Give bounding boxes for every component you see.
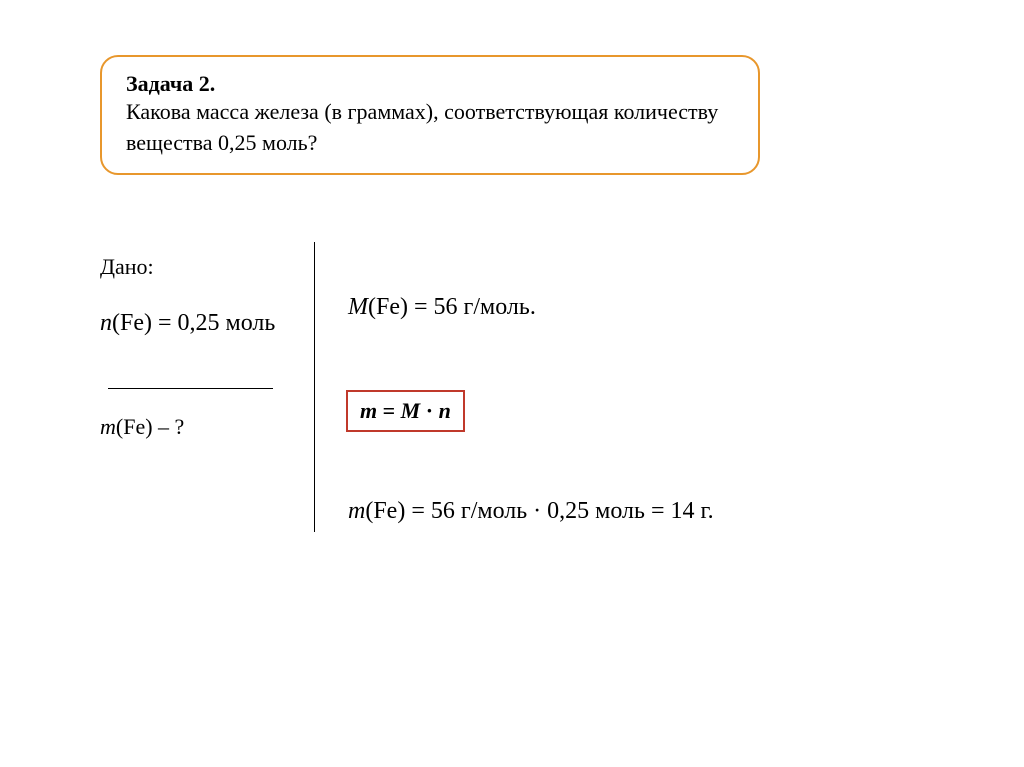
formula-dot: · [420,398,438,423]
molar-element: (Fe) [368,294,408,320]
problem-title: Задача 2. [126,71,215,96]
vertical-divider [314,242,315,532]
formula-lhs: m [360,398,377,423]
formula-box-content: m = M · n [360,398,451,423]
find-tail: – ? [153,414,185,439]
calc-element: (Fe) [365,498,405,524]
given-value: = 0,25 моль [152,310,275,336]
problem-text: Какова масса железа (в граммах), соответ… [126,97,734,159]
molar-value: = 56 г/моль. [408,294,536,320]
given-find-divider [108,388,273,389]
given-label: Дано: [100,254,154,280]
formula-M: M [401,398,421,423]
find-formula: m(Fe) – ? [100,414,184,440]
calc-var: m [348,498,365,524]
molar-mass: M(Fe) = 56 г/моль. [348,294,536,321]
find-var: m [100,414,116,439]
problem-box: Задача 2. Какова масса железа (в граммах… [100,55,760,175]
formula-n: n [439,398,451,423]
formula-eq: = [377,398,401,423]
find-element: (Fe) [116,414,153,439]
given-element: (Fe) [112,310,152,336]
calculation: m(Fe) = 56 г/моль · 0,25 моль = 14 г. [348,498,714,525]
formula-box: m = M · n [346,390,465,432]
given-formula: n(Fe) = 0,25 моль [100,310,275,337]
given-var: n [100,310,112,336]
calc-expr: = 56 г/моль · 0,25 моль = 14 г. [405,498,713,524]
molar-var: M [348,294,368,320]
